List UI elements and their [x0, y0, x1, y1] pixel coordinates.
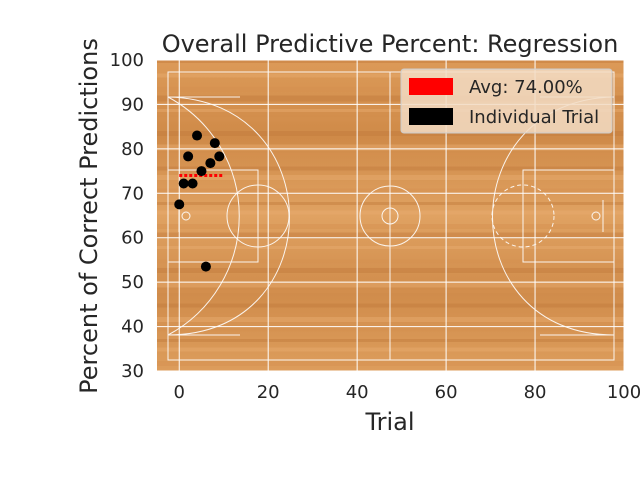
- chart-title: Overall Predictive Percent: Regression: [162, 30, 619, 58]
- trial-point: [214, 151, 225, 162]
- trial-point: [200, 261, 211, 272]
- x-tick-label: 80: [524, 382, 547, 403]
- x-axis-label: Trial: [364, 408, 414, 436]
- trial-point: [196, 166, 207, 177]
- trial-point: [209, 138, 220, 149]
- legend-trial-swatch: [409, 108, 453, 125]
- trial-point: [178, 178, 189, 189]
- trial-point: [183, 151, 194, 162]
- legend-avg-swatch: [409, 78, 453, 95]
- x-tick-label: 0: [174, 382, 185, 403]
- x-tick-labels: 0 20 40 60 80 100: [174, 382, 640, 403]
- x-tick-label: 20: [257, 382, 280, 403]
- y-tick-label: 50: [121, 272, 144, 293]
- trial-point: [205, 158, 216, 169]
- x-tick-label: 60: [435, 382, 458, 403]
- legend-avg-label: Avg: 74.00%: [469, 77, 583, 98]
- trial-point: [192, 130, 203, 141]
- trial-point: [187, 178, 198, 189]
- y-tick-label: 90: [121, 94, 144, 115]
- y-axis-label: Percent of Correct Predictions: [75, 38, 103, 394]
- legend-trial-label: Individual Trial: [469, 107, 599, 128]
- y-tick-label: 30: [121, 361, 144, 382]
- y-tick-label: 70: [121, 183, 144, 204]
- x-tick-label: 100: [607, 382, 640, 403]
- y-tick-labels: 30 40 50 60 70 80 90 100: [110, 50, 144, 382]
- x-tick-label: 40: [346, 382, 369, 403]
- y-tick-label: 100: [110, 50, 144, 71]
- y-tick-label: 60: [121, 228, 144, 249]
- individual-trial-points: [174, 130, 225, 272]
- y-tick-label: 40: [121, 317, 144, 338]
- legend: Avg: 74.00% Individual Trial: [400, 68, 613, 134]
- y-tick-label: 80: [121, 139, 144, 160]
- trial-point: [174, 199, 185, 210]
